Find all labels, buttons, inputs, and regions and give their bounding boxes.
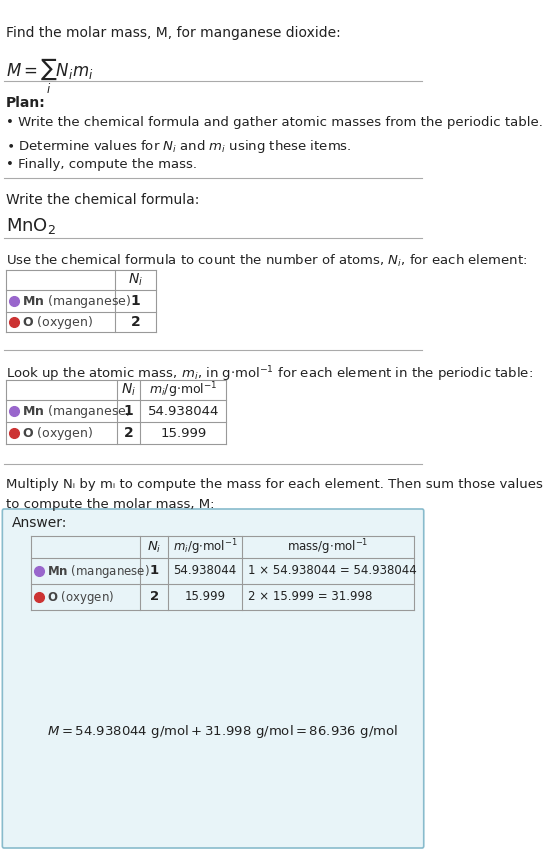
Text: 1 × 54.938044 = 54.938044: 1 × 54.938044 = 54.938044 xyxy=(248,564,417,578)
Text: $\mathbf{O}$ (oxygen): $\mathbf{O}$ (oxygen) xyxy=(47,589,114,605)
Text: $N_i$: $N_i$ xyxy=(128,272,143,288)
Text: $\bullet$ Determine values for $N_i$ and $m_i$ using these items.: $\bullet$ Determine values for $N_i$ and… xyxy=(6,138,352,155)
Text: 2 × 15.999 = 31.998: 2 × 15.999 = 31.998 xyxy=(248,591,372,603)
Text: Answer:: Answer: xyxy=(11,516,67,530)
Text: to compute the molar mass, M:: to compute the molar mass, M: xyxy=(6,498,215,511)
Text: Multiply Nᵢ by mᵢ to compute the mass for each element. Then sum those values: Multiply Nᵢ by mᵢ to compute the mass fo… xyxy=(6,478,543,491)
Text: Write the chemical formula:: Write the chemical formula: xyxy=(6,193,200,207)
Text: $\mathbf{O}$ (oxygen): $\mathbf{O}$ (oxygen) xyxy=(22,425,93,442)
Text: Use the chemical formula to count the number of atoms, $N_i$, for each element:: Use the chemical formula to count the nu… xyxy=(6,253,527,269)
Text: 1: 1 xyxy=(124,404,134,418)
Text: $m_i$/g$\cdot$mol$^{-1}$: $m_i$/g$\cdot$mol$^{-1}$ xyxy=(173,538,237,556)
Text: Look up the atomic mass, $m_i$, in g$\cdot$mol$^{-1}$ for each element in the pe: Look up the atomic mass, $m_i$, in g$\cd… xyxy=(6,364,533,383)
Text: Plan:: Plan: xyxy=(6,96,46,110)
Text: $\mathbf{Mn}$ (manganese): $\mathbf{Mn}$ (manganese) xyxy=(47,562,150,580)
Text: $\mathbf{O}$ (oxygen): $\mathbf{O}$ (oxygen) xyxy=(22,313,93,330)
Text: Find the molar mass, M, for manganese dioxide:: Find the molar mass, M, for manganese di… xyxy=(6,26,341,40)
Text: 2: 2 xyxy=(124,426,134,440)
FancyBboxPatch shape xyxy=(2,509,424,848)
Text: 1: 1 xyxy=(131,294,141,308)
Text: $\mathbf{Mn}$ (manganese): $\mathbf{Mn}$ (manganese) xyxy=(22,293,131,310)
Text: 2: 2 xyxy=(131,315,141,329)
Text: 54.938044: 54.938044 xyxy=(148,405,219,418)
Text: 2: 2 xyxy=(150,591,159,603)
Text: 15.999: 15.999 xyxy=(161,426,206,439)
Text: • Finally, compute the mass.: • Finally, compute the mass. xyxy=(6,158,197,171)
Text: $N_i$: $N_i$ xyxy=(147,539,161,555)
Text: 15.999: 15.999 xyxy=(185,591,225,603)
Text: $N_i$: $N_i$ xyxy=(121,382,136,398)
Text: $m_i$/g$\cdot$mol$^{-1}$: $m_i$/g$\cdot$mol$^{-1}$ xyxy=(149,380,218,400)
Text: 54.938044: 54.938044 xyxy=(173,564,236,578)
Text: • Write the chemical formula and gather atomic masses from the periodic table.: • Write the chemical formula and gather … xyxy=(6,116,543,129)
Text: $M = 54.938044\ \mathrm{g/mol} + 31.998\ \mathrm{g/mol} = 86.936\ \mathrm{g/mol}: $M = 54.938044\ \mathrm{g/mol} + 31.998\… xyxy=(47,722,398,740)
Text: $M = \sum_i N_i m_i$: $M = \sum_i N_i m_i$ xyxy=(6,56,94,96)
Text: 1: 1 xyxy=(150,564,159,578)
Text: $\mathbf{Mn}$ (manganese): $\mathbf{Mn}$ (manganese) xyxy=(22,402,131,419)
Text: mass/g$\cdot$mol$^{-1}$: mass/g$\cdot$mol$^{-1}$ xyxy=(287,538,369,556)
Text: $\mathrm{MnO_2}$: $\mathrm{MnO_2}$ xyxy=(6,216,56,236)
